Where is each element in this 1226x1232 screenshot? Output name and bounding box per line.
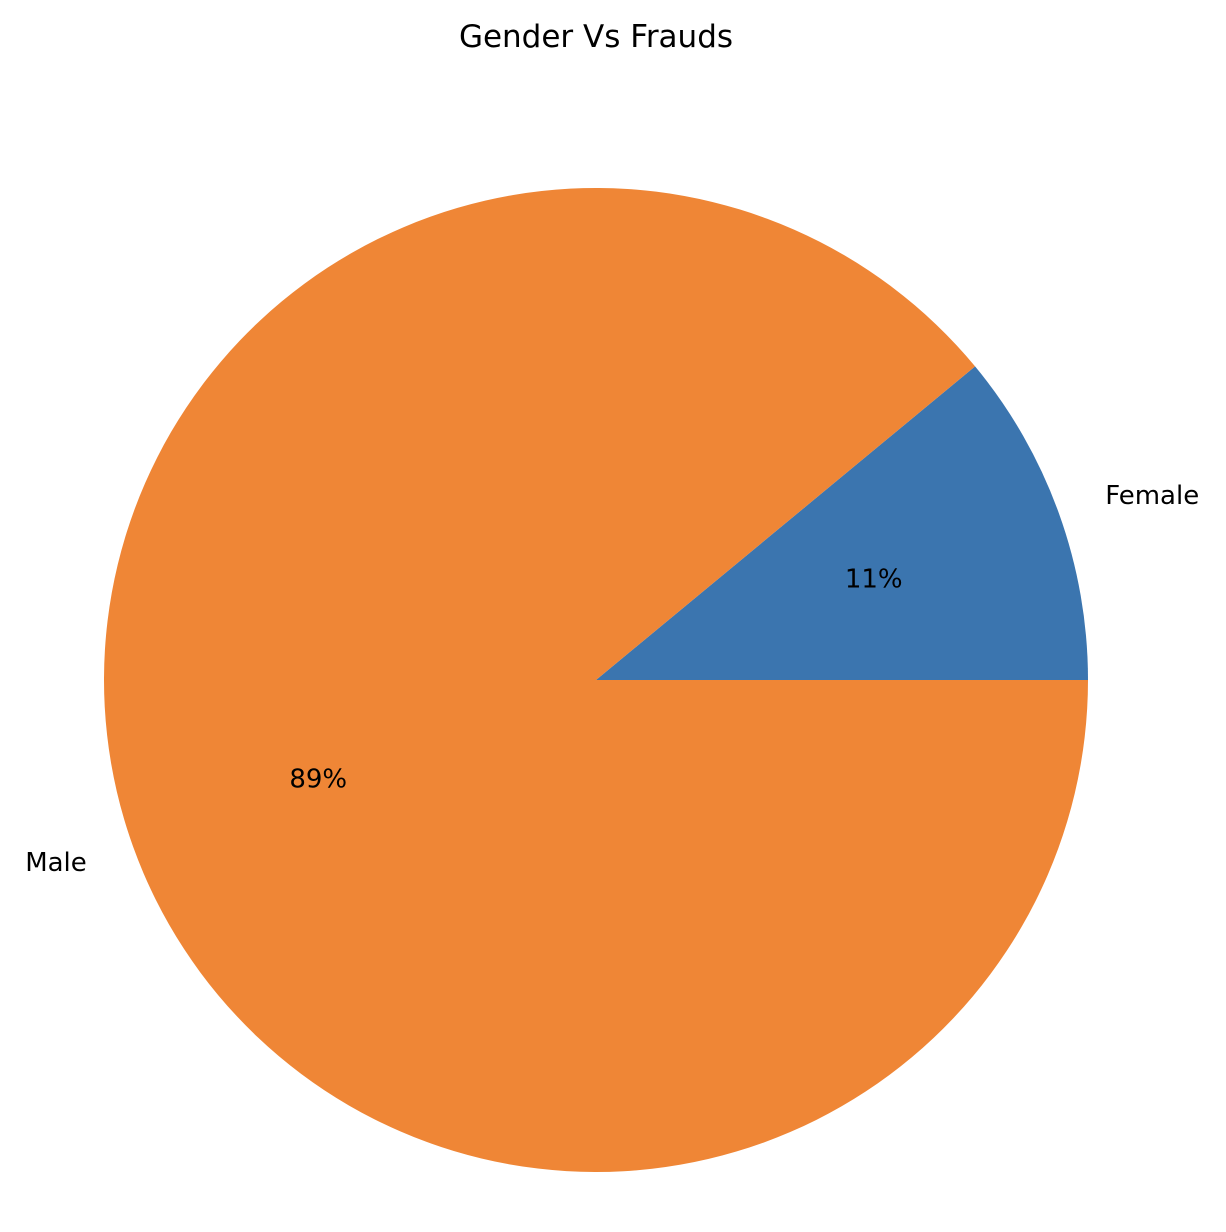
pct-label-male: 89% [289,764,347,794]
pie-labels: Female 11% Male 89% [25,481,1199,878]
pie-slice-male [103,187,1088,1173]
pie-slices [103,187,1088,1173]
pie-slice-female [596,366,1088,680]
chart-title: Gender Vs Frauds [459,19,733,55]
slice-label-male: Male [25,848,87,878]
slice-label-female: Female [1105,481,1199,511]
pct-label-female: 11% [845,565,903,595]
